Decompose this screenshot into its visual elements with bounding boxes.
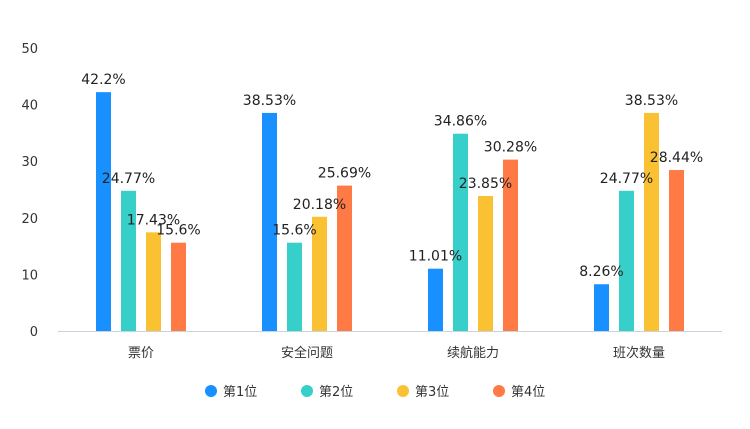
x-tick-label: 续航能力 [447, 345, 499, 361]
x-axis: 票价 安全问题 续航能力 班次数量 [58, 331, 722, 361]
data-labels: 42.2%24.77%17.43%15.6%38.53%15.6%20.18%2… [81, 72, 703, 280]
x-tick-label: 安全问题 [281, 345, 333, 361]
data-label: 25.69% [318, 166, 371, 182]
legend-label: 第2位 [319, 385, 353, 400]
legend-label: 第3位 [415, 385, 449, 400]
x-tick-label: 票价 [128, 346, 154, 361]
data-label: 34.86% [434, 114, 487, 130]
bar[interactable] [619, 190, 634, 331]
bar[interactable] [594, 284, 609, 331]
legend-marker [493, 385, 505, 397]
data-label: 15.6% [156, 223, 200, 239]
y-tick-label: 10 [21, 268, 38, 283]
data-label: 15.6% [272, 223, 316, 239]
data-label: 38.53% [243, 93, 296, 109]
legend-item[interactable]: 第1位 [205, 385, 257, 400]
legend-item[interactable]: 第3位 [397, 385, 449, 400]
data-label: 17.43% [127, 212, 180, 228]
data-label: 20.18% [293, 197, 346, 213]
data-label: 8.26% [579, 264, 623, 280]
data-label: 24.77% [600, 171, 653, 187]
legend-item[interactable]: 第2位 [301, 385, 353, 400]
legend-marker [205, 385, 217, 397]
data-label: 42.2% [81, 72, 125, 88]
bar[interactable] [96, 92, 111, 331]
y-tick-label: 20 [21, 212, 38, 227]
y-tick-label: 0 [30, 325, 38, 340]
bar[interactable] [337, 185, 352, 331]
legend-label: 第4位 [511, 385, 545, 400]
data-label: 38.53% [625, 93, 678, 109]
data-label: 23.85% [459, 176, 512, 192]
bar[interactable] [428, 268, 443, 331]
y-tick-label: 30 [21, 155, 38, 170]
bar[interactable] [478, 196, 493, 331]
bar[interactable] [287, 242, 302, 331]
legend[interactable]: 第1位 第2位 第3位 第4位 [205, 385, 545, 400]
bar[interactable] [262, 112, 277, 331]
bar[interactable] [171, 242, 186, 331]
data-label: 28.44% [650, 150, 703, 166]
legend-marker [301, 385, 313, 397]
bar[interactable] [503, 159, 518, 331]
bar[interactable] [146, 232, 161, 331]
bar[interactable] [312, 216, 327, 331]
bar[interactable] [121, 190, 136, 331]
y-tick-label: 40 [21, 99, 38, 114]
y-tick-label: 50 [21, 42, 38, 57]
bar[interactable] [669, 170, 684, 331]
bar-series [96, 92, 684, 331]
legend-marker [397, 385, 409, 397]
bar[interactable] [644, 112, 659, 331]
legend-label: 第1位 [223, 385, 257, 400]
data-label: 24.77% [102, 171, 155, 187]
y-axis: 0 10 20 30 40 50 [21, 42, 38, 340]
bar[interactable] [453, 133, 468, 331]
x-tick-label: 班次数量 [613, 345, 665, 361]
data-label: 30.28% [484, 140, 537, 156]
legend-item[interactable]: 第4位 [493, 385, 545, 400]
data-label: 11.01% [409, 249, 462, 265]
